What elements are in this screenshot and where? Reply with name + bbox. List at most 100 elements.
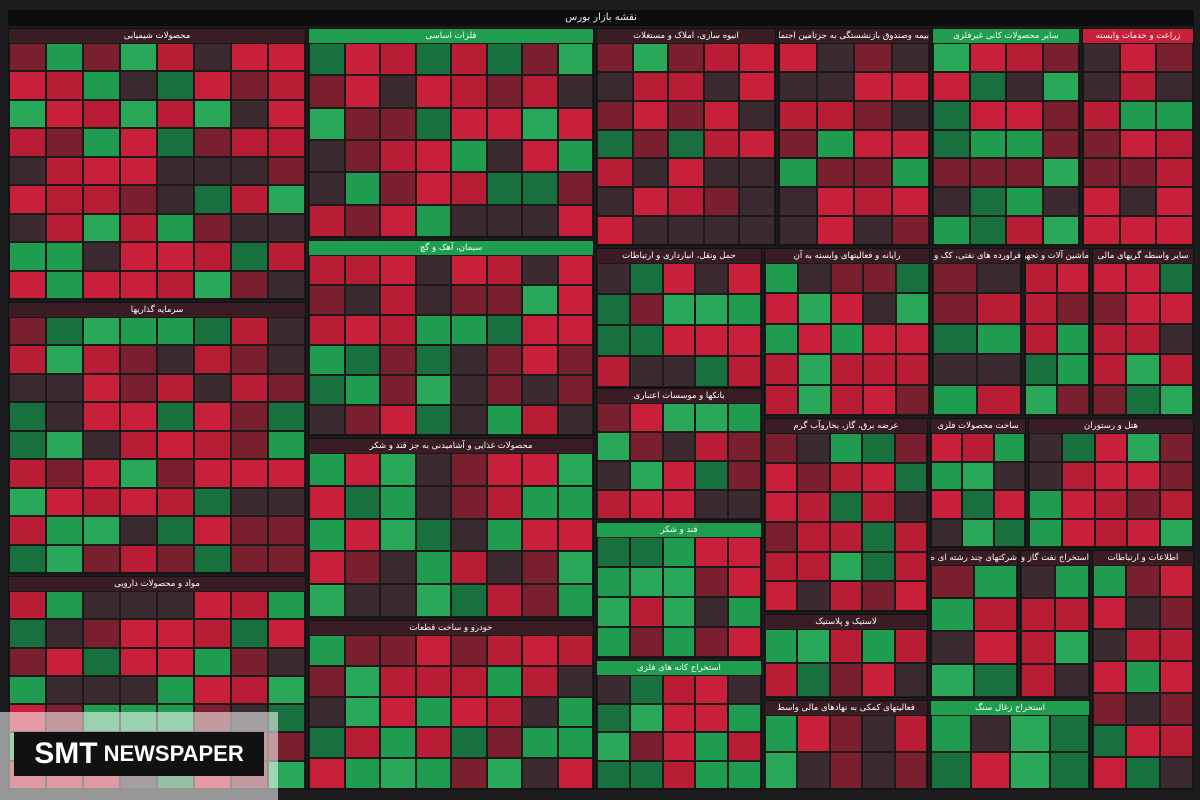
stock-cell bbox=[891, 43, 929, 72]
stock-cell bbox=[1159, 597, 1193, 629]
stock-cell bbox=[863, 293, 897, 324]
stock-cell bbox=[309, 405, 345, 435]
stock-cell bbox=[695, 567, 729, 597]
stock-cell bbox=[486, 375, 522, 405]
stock-cell bbox=[830, 293, 864, 324]
stock-cell bbox=[9, 242, 46, 271]
stock-cell bbox=[728, 403, 761, 432]
stock-cell bbox=[157, 185, 194, 214]
stock-cell bbox=[1159, 757, 1193, 789]
stock-cell bbox=[977, 384, 1021, 415]
stock-cell bbox=[891, 100, 929, 130]
sector-cells bbox=[309, 453, 593, 617]
stock-cell bbox=[83, 317, 120, 346]
stock-cell bbox=[1159, 725, 1193, 757]
stock-cell bbox=[268, 459, 305, 488]
stock-cell bbox=[662, 294, 696, 325]
stock-cell bbox=[933, 323, 977, 355]
stock-cell bbox=[993, 461, 1025, 490]
stock-cell bbox=[344, 315, 380, 345]
stock-cell bbox=[862, 522, 895, 552]
stock-cell bbox=[779, 187, 817, 217]
stock-cell bbox=[668, 216, 704, 245]
stock-cell bbox=[662, 732, 696, 761]
stock-cell bbox=[894, 629, 927, 663]
stock-cell bbox=[629, 703, 663, 732]
stock-cell bbox=[380, 172, 416, 205]
stock-cell bbox=[970, 752, 1010, 789]
stock-cell bbox=[765, 752, 798, 789]
stock-cell bbox=[1160, 433, 1193, 462]
stock-cell bbox=[451, 75, 487, 108]
stock-cell bbox=[486, 551, 522, 585]
stock-cell bbox=[931, 518, 963, 547]
stock-cell bbox=[662, 356, 696, 387]
stock-cell bbox=[344, 518, 380, 552]
stock-cell bbox=[931, 598, 974, 631]
stock-cell bbox=[1093, 693, 1127, 725]
stock-cell bbox=[231, 373, 268, 403]
stock-cell bbox=[969, 71, 1006, 101]
stock-cell bbox=[891, 158, 929, 188]
stock-cell bbox=[695, 703, 729, 732]
stock-cell bbox=[344, 255, 380, 285]
stock-cell bbox=[816, 100, 854, 130]
stock-cell bbox=[728, 490, 761, 519]
sector-title: هتل و رستوران bbox=[1029, 419, 1193, 433]
stock-cell bbox=[797, 752, 830, 789]
sector-cells bbox=[933, 43, 1079, 245]
stock-cell bbox=[797, 492, 830, 522]
stock-cell bbox=[1029, 433, 1062, 462]
stock-cell bbox=[268, 647, 305, 676]
stock-cell bbox=[933, 187, 970, 217]
stock-cell bbox=[1093, 323, 1127, 355]
stock-cell bbox=[1042, 158, 1079, 188]
stock-cell bbox=[597, 325, 630, 356]
stock-cell bbox=[629, 537, 663, 567]
stock-cell bbox=[1055, 631, 1089, 664]
stock-cell bbox=[522, 665, 558, 697]
stock-cell bbox=[962, 518, 994, 547]
stock-cell bbox=[779, 100, 817, 130]
stock-cell bbox=[415, 75, 451, 108]
stock-cell bbox=[728, 627, 761, 657]
stock-cell bbox=[632, 71, 669, 101]
stock-cell bbox=[1156, 100, 1193, 130]
stock-cell bbox=[862, 629, 895, 663]
stock-cell bbox=[797, 433, 830, 463]
sector-title: محصولات غذایی و آشامیدنی به جز قند و شکر bbox=[309, 439, 593, 453]
stock-cell bbox=[629, 403, 663, 432]
stock-cell bbox=[451, 485, 487, 519]
sector: شرکتهای چند رشته ای صنعتی bbox=[930, 550, 1018, 698]
stock-cell bbox=[557, 75, 593, 108]
stock-cell bbox=[728, 294, 761, 325]
stock-cell bbox=[344, 485, 380, 519]
stock-cell bbox=[1159, 263, 1193, 294]
sector-title: عرضه برق، گاز، بخاروآب گرم bbox=[765, 419, 927, 433]
stock-cell bbox=[344, 584, 380, 617]
stock-cell bbox=[695, 490, 729, 519]
stock-cell bbox=[969, 187, 1006, 217]
stock-cell bbox=[557, 140, 593, 173]
stock-cell bbox=[486, 255, 522, 285]
stock-cell bbox=[862, 462, 895, 493]
stock-cell bbox=[1006, 71, 1043, 101]
stock-cell bbox=[83, 591, 120, 620]
stock-cell bbox=[933, 263, 977, 294]
sector: محصولات غذایی و آشامیدنی به جز قند و شکر bbox=[308, 438, 594, 618]
stock-cell bbox=[194, 373, 231, 403]
stock-cell bbox=[779, 158, 817, 188]
stock-cell bbox=[46, 128, 83, 157]
stock-cell bbox=[728, 537, 761, 567]
stock-cell bbox=[194, 647, 231, 676]
stock-cell bbox=[779, 216, 817, 245]
stock-cell bbox=[231, 185, 268, 214]
stock-cell bbox=[894, 663, 927, 697]
stock-cell bbox=[83, 242, 120, 271]
stock-cell bbox=[969, 216, 1006, 245]
stock-cell bbox=[894, 522, 927, 552]
stock-cell bbox=[268, 156, 305, 186]
stock-cell bbox=[993, 490, 1025, 519]
sector-title: شرکتهای چند رشته ای صنعتی bbox=[931, 551, 1017, 565]
stock-cell bbox=[728, 703, 761, 732]
